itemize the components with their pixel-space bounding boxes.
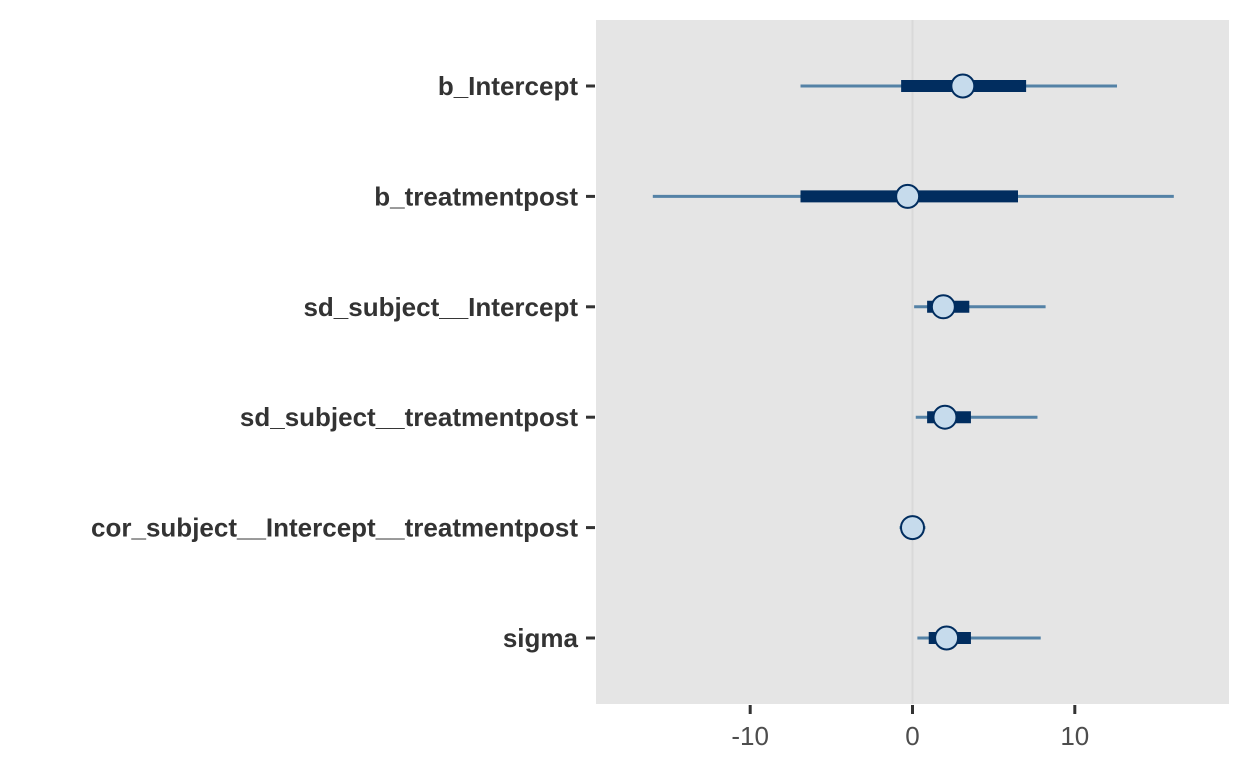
point-estimate-marker <box>900 515 925 541</box>
y-axis-label: b_Intercept <box>438 71 578 101</box>
y-axis-label: b_treatmentpost <box>374 181 578 211</box>
x-axis-tick-label: -10 <box>731 721 769 751</box>
point-estimate-marker <box>950 73 976 99</box>
y-axis-label: cor_subject__Intercept__treatmentpost <box>91 513 578 543</box>
x-axis-tick-label: 0 <box>905 721 919 751</box>
point-estimate-marker <box>930 294 956 320</box>
point-estimate-marker <box>934 625 960 651</box>
point-estimate-marker <box>895 183 921 209</box>
point-estimate-marker <box>932 404 958 430</box>
y-axis-label: sd_subject__Intercept <box>303 292 578 322</box>
y-axis-label: sigma <box>503 623 579 653</box>
x-axis-tick-label: 10 <box>1060 721 1089 751</box>
y-axis-label: sd_subject__treatmentpost <box>240 402 578 432</box>
